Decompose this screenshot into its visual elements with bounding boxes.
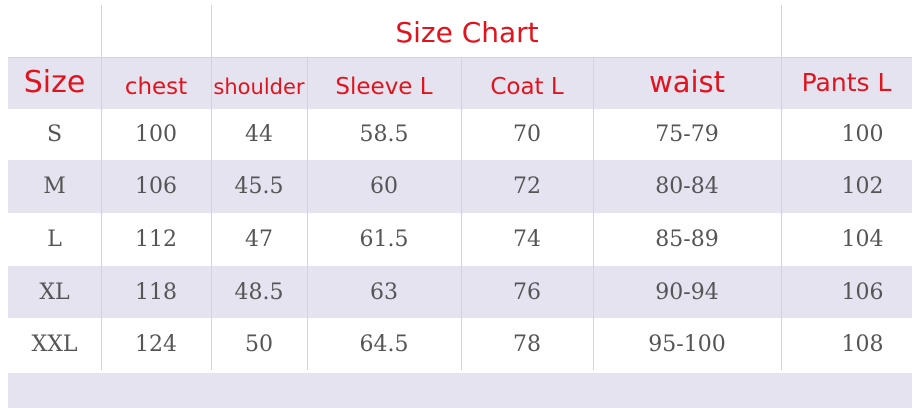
- column-header: Size: [23, 64, 86, 100]
- table-cell: 100: [841, 122, 884, 147]
- column-line: [101, 5, 102, 370]
- table-cell: 74: [513, 227, 541, 252]
- table-cell: 112: [135, 227, 177, 252]
- table-cell: 106: [135, 174, 177, 199]
- table-cell: M: [43, 174, 66, 199]
- column-line: [307, 57, 308, 370]
- table-cell: 124: [135, 331, 177, 357]
- table-cell: 80-84: [655, 174, 719, 199]
- table-cell: 60: [370, 174, 398, 199]
- table-cell: 106: [841, 279, 884, 305]
- table-cell: 64.5: [359, 331, 409, 357]
- table-cell: 70: [513, 122, 541, 147]
- column-header: waist: [648, 65, 726, 99]
- row-band: [8, 373, 912, 408]
- column-header: Coat L: [490, 74, 564, 100]
- table-cell: 118: [135, 279, 177, 305]
- column-line: [211, 5, 212, 370]
- table-cell: 58.5: [359, 122, 409, 147]
- column-line: [781, 5, 782, 370]
- table-cell: 75-79: [655, 122, 719, 147]
- title: Size Chart: [395, 15, 539, 49]
- table-cell: S: [46, 122, 63, 147]
- table-cell: 72: [513, 174, 541, 199]
- column-header: Pants L: [801, 67, 892, 97]
- table-cell: 45.5: [234, 174, 284, 199]
- table-cell: L: [47, 227, 62, 252]
- row-band: [8, 57, 912, 109]
- row-band: [8, 266, 912, 318]
- table-cell: 104: [841, 227, 884, 252]
- table-cell: 100: [135, 122, 177, 147]
- table-cell: 47: [245, 227, 273, 252]
- table-cell: 50: [245, 331, 273, 357]
- table-cell: 95-100: [648, 331, 726, 357]
- column-header: shoulder: [213, 75, 305, 99]
- column-header: chest: [124, 74, 188, 100]
- column-header: Sleeve L: [335, 74, 433, 100]
- table-cell: 85-89: [655, 227, 719, 252]
- column-line: [593, 57, 594, 370]
- column-line: [461, 57, 462, 370]
- table-cell: 44: [245, 122, 273, 147]
- table-cell: 48.5: [234, 279, 284, 305]
- table-cell: XXL: [31, 331, 78, 357]
- table-cell: 78: [513, 331, 541, 357]
- table-cell: XL: [39, 279, 70, 305]
- table-cell: 63: [370, 279, 398, 305]
- table-cell: 61.5: [359, 227, 409, 252]
- row-band: [8, 160, 912, 213]
- row-line: [8, 57, 912, 58]
- table-cell: 90-94: [655, 279, 719, 305]
- table-cell: 102: [841, 174, 884, 199]
- table-cell: 108: [841, 331, 884, 357]
- table-cell: 76: [513, 279, 541, 305]
